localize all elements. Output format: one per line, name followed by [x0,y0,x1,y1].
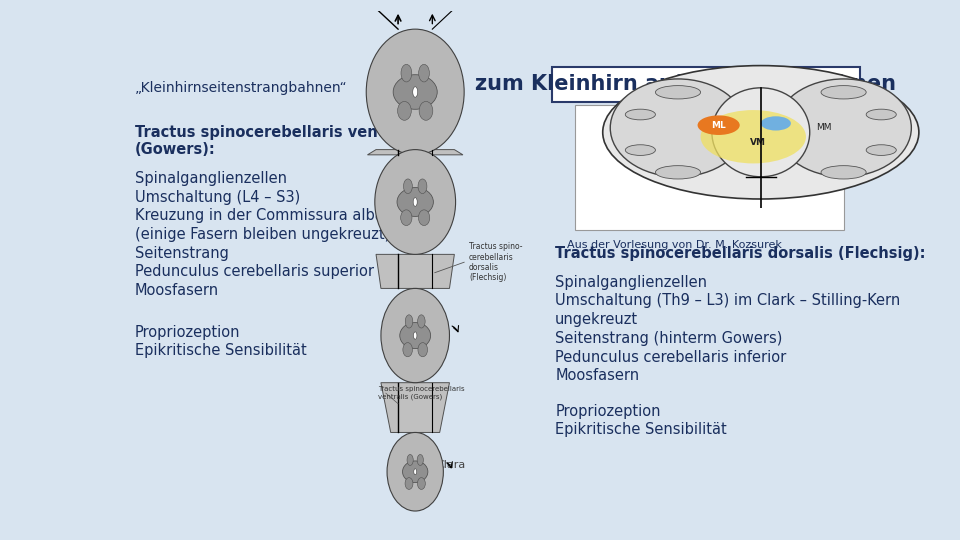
Ellipse shape [611,79,746,177]
Text: Kreuzung in der Commissura alba: Kreuzung in der Commissura alba [134,208,384,223]
Ellipse shape [701,110,806,164]
Ellipse shape [760,116,791,131]
Text: Pedunculus cerebellaris superior: Pedunculus cerebellaris superior [134,265,373,279]
Ellipse shape [402,461,428,483]
Text: Propriozeption: Propriozeption [134,325,240,340]
Ellipse shape [418,478,425,489]
Text: Epikritische Sensibilität: Epikritische Sensibilität [555,422,727,437]
Circle shape [414,332,417,339]
Ellipse shape [419,210,430,226]
Ellipse shape [866,145,897,156]
Ellipse shape [603,65,919,199]
Ellipse shape [698,116,740,135]
Text: (Gowers):: (Gowers): [134,141,216,157]
Circle shape [414,469,417,475]
Ellipse shape [405,315,413,328]
Text: Moosfasern: Moosfasern [555,368,639,383]
Polygon shape [368,150,463,155]
Text: Propriozeption: Propriozeption [555,404,660,418]
FancyBboxPatch shape [551,67,860,102]
Text: Spinalganglienzellen: Spinalganglienzellen [555,275,708,290]
Ellipse shape [418,179,427,194]
Polygon shape [376,254,454,288]
Text: Tractus spinocerebellaris dorsalis (Flechsig):: Tractus spinocerebellaris dorsalis (Flec… [555,246,925,261]
Ellipse shape [419,64,429,82]
Circle shape [413,87,418,97]
Ellipse shape [821,166,866,179]
Circle shape [413,198,418,206]
Ellipse shape [712,88,809,177]
Ellipse shape [418,455,423,465]
Ellipse shape [394,75,437,109]
Ellipse shape [397,102,411,120]
Ellipse shape [418,342,427,357]
Ellipse shape [400,210,412,226]
Text: Umschaltung (L4 – S3): Umschaltung (L4 – S3) [134,190,300,205]
Ellipse shape [656,86,701,99]
Text: (einige Fasern bleiben ungekreuzt): (einige Fasern bleiben ungekreuzt) [134,227,390,242]
Text: Seitenstrang: Seitenstrang [134,246,228,261]
Text: ML: ML [711,120,726,130]
Text: Aus der Vorlesung von Dr. M. Kozsurek: Aus der Vorlesung von Dr. M. Kozsurek [566,240,781,250]
Text: Spinalganglienzellen: Spinalganglienzellen [134,171,287,186]
FancyBboxPatch shape [575,105,844,230]
Text: Epikritische Sensibilität: Epikritische Sensibilität [134,343,306,359]
Text: Clara: Clara [437,460,466,470]
Ellipse shape [625,145,656,156]
Text: MM: MM [816,123,831,132]
Text: Tractus spino-
cerebellaris
dorsalis
(Flechsig): Tractus spino- cerebellaris dorsalis (Fl… [469,242,522,282]
Ellipse shape [405,478,413,489]
Ellipse shape [866,109,897,120]
Ellipse shape [420,102,433,120]
Ellipse shape [418,315,425,328]
Ellipse shape [401,64,412,82]
Text: Moosfasern: Moosfasern [134,283,219,298]
Text: zum Kleinhirn aufsteigende Bahnen: zum Kleinhirn aufsteigende Bahnen [475,73,896,93]
Ellipse shape [374,150,456,254]
Polygon shape [381,383,449,433]
Text: Seitenstrang (hinterm Gowers): Seitenstrang (hinterm Gowers) [555,331,782,346]
Ellipse shape [381,288,449,383]
Ellipse shape [399,322,431,348]
Ellipse shape [625,109,656,120]
Ellipse shape [776,79,911,177]
Text: Umschaltung (Th9 – L3) im Clark – Stilling-Kern: Umschaltung (Th9 – L3) im Clark – Stilli… [555,294,900,308]
Ellipse shape [397,187,433,217]
Ellipse shape [367,29,465,155]
Text: Tractus spinocerebellaris ventralis: Tractus spinocerebellaris ventralis [134,125,420,140]
Ellipse shape [821,86,866,99]
Text: Pedunculus cerebellaris inferior: Pedunculus cerebellaris inferior [555,349,786,364]
Text: „Kleinhirnseitenstrangbahnen“: „Kleinhirnseitenstrangbahnen“ [134,80,348,94]
Ellipse shape [656,166,701,179]
Ellipse shape [407,455,413,465]
Text: VM: VM [750,138,766,147]
Text: Tractus spinocerebellaris
ventralis (Gowers): Tractus spinocerebellaris ventralis (Gow… [378,387,465,400]
Text: ungekreuzt: ungekreuzt [555,312,638,327]
Ellipse shape [387,433,444,511]
Ellipse shape [403,342,413,357]
Ellipse shape [403,179,413,194]
